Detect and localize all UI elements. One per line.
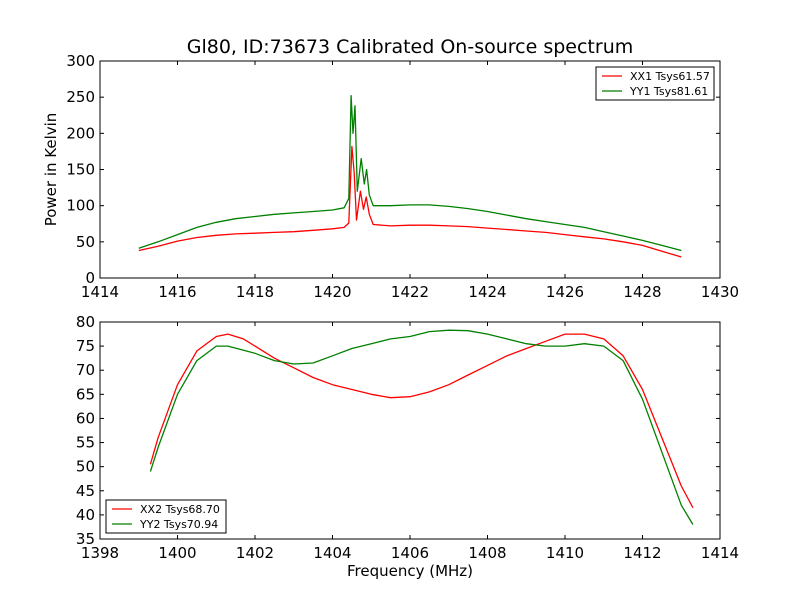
x-tick-label: 1414 bbox=[81, 283, 119, 301]
y-tick-label: 80 bbox=[76, 313, 95, 331]
x-tick-label: 1400 bbox=[158, 544, 196, 562]
x-tick-label: 1412 bbox=[623, 544, 661, 562]
x-tick-label: 1408 bbox=[468, 544, 506, 562]
y-tick-label: 40 bbox=[76, 506, 95, 524]
top-panel: 1414 1416 1418 1420 1422 1424 1426 1428 1430 0 50 1… bbox=[42, 52, 739, 301]
legend-box bbox=[105, 499, 227, 534]
x-tick-label: 1428 bbox=[623, 283, 661, 301]
y-tick-label: 300 bbox=[66, 52, 95, 70]
legend-label: XX1 Tsys61.57 bbox=[630, 70, 710, 83]
x-tick-label: 1414 bbox=[701, 544, 739, 562]
x-tick-label: 1416 bbox=[158, 283, 196, 301]
x-tick-label: 1418 bbox=[236, 283, 274, 301]
y-tick-label: 50 bbox=[76, 233, 95, 251]
legend-label: YY2 Tsys70.94 bbox=[139, 518, 218, 531]
series-line-1 bbox=[149, 333, 694, 509]
legend: XX1 Tsys61.57 YY1 Tsys81.61 bbox=[595, 66, 715, 101]
x-tick-label: 1424 bbox=[468, 283, 506, 301]
x-tick-label: 1426 bbox=[546, 283, 584, 301]
y-tick-label: 50 bbox=[76, 458, 95, 476]
y-tick-label: 200 bbox=[66, 124, 95, 142]
legend-label: XX2 Tsys68.70 bbox=[140, 503, 220, 516]
y-tick-label: 0 bbox=[85, 269, 95, 287]
legend-box bbox=[595, 66, 715, 101]
x-tick-label: 1398 bbox=[81, 544, 119, 562]
y-tick-label: 35 bbox=[76, 530, 95, 548]
y-tick-label: 70 bbox=[76, 361, 95, 379]
y-tick-label: 55 bbox=[76, 434, 95, 452]
x-tick-label: 1422 bbox=[391, 283, 429, 301]
x-tick-label: 1402 bbox=[236, 544, 274, 562]
bottom-panel: 1398 1400 1402 1404 1406 1408 1410 1412 1414 35 40… bbox=[76, 313, 739, 562]
series-line-1 bbox=[138, 145, 682, 258]
x-tick-label: 1430 bbox=[701, 283, 739, 301]
y-tick-label: 150 bbox=[66, 161, 95, 179]
y-tick-label: 250 bbox=[66, 88, 95, 106]
x-axis-title: Frequency (MHz) bbox=[347, 562, 473, 580]
y-tick-label: 100 bbox=[66, 197, 95, 215]
legend: XX2 Tsys68.70 YY2 Tsys70.94 bbox=[105, 499, 227, 534]
x-tick-label: 1410 bbox=[546, 544, 584, 562]
y-tick-label: 45 bbox=[76, 482, 95, 500]
y-tick-label: 60 bbox=[76, 409, 95, 427]
series-line-2 bbox=[149, 329, 694, 525]
series-line-2 bbox=[138, 95, 682, 252]
y-tick-label: 75 bbox=[76, 337, 95, 355]
y-tick-label: 65 bbox=[76, 385, 95, 403]
legend-label: YY1 Tsys81.61 bbox=[629, 85, 708, 98]
x-tick-label: 1420 bbox=[313, 283, 351, 301]
x-tick-label: 1406 bbox=[391, 544, 429, 562]
x-tick-label: 1404 bbox=[313, 544, 351, 562]
y-axis-title: Power in Kelvin bbox=[42, 113, 60, 227]
figure-title: Gl80, ID:73673 Calibrated On-source spec… bbox=[187, 36, 634, 58]
